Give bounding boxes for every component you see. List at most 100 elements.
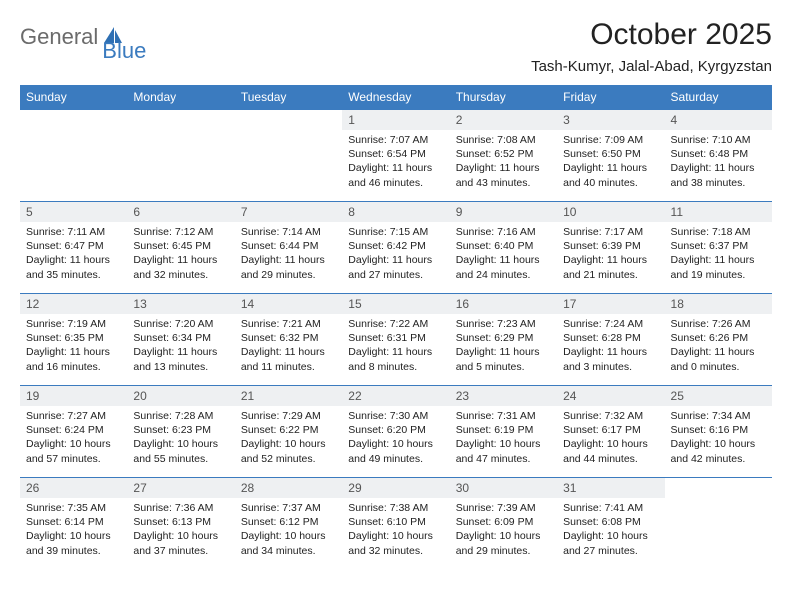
calendar-cell: 3Sunrise: 7:09 AMSunset: 6:50 PMDaylight…: [557, 110, 664, 202]
calendar-cell: 7Sunrise: 7:14 AMSunset: 6:44 PMDaylight…: [235, 202, 342, 294]
calendar-cell: 21Sunrise: 7:29 AMSunset: 6:22 PMDayligh…: [235, 386, 342, 478]
sunrise-line: Sunrise: 7:34 AM: [671, 409, 766, 423]
day-details: Sunrise: 7:24 AMSunset: 6:28 PMDaylight:…: [557, 314, 664, 378]
sunrise-line: Sunrise: 7:14 AM: [241, 225, 336, 239]
sunset-line: Sunset: 6:24 PM: [26, 423, 121, 437]
weekday-header: Thursday: [450, 85, 557, 110]
daylight-line: Daylight: 10 hours and 47 minutes.: [456, 437, 551, 465]
daylight-line: Daylight: 10 hours and 52 minutes.: [241, 437, 336, 465]
day-number: 17: [557, 294, 664, 314]
day-details: Sunrise: 7:30 AMSunset: 6:20 PMDaylight:…: [342, 406, 449, 470]
daylight-line: Daylight: 11 hours and 32 minutes.: [133, 253, 228, 281]
daylight-line: Daylight: 11 hours and 40 minutes.: [563, 161, 658, 189]
day-number: [20, 110, 127, 116]
daylight-line: Daylight: 11 hours and 0 minutes.: [671, 345, 766, 373]
calendar-cell: 8Sunrise: 7:15 AMSunset: 6:42 PMDaylight…: [342, 202, 449, 294]
day-number: 23: [450, 386, 557, 406]
daylight-line: Daylight: 11 hours and 46 minutes.: [348, 161, 443, 189]
sunrise-line: Sunrise: 7:19 AM: [26, 317, 121, 331]
daylight-line: Daylight: 11 hours and 3 minutes.: [563, 345, 658, 373]
calendar-cell: 9Sunrise: 7:16 AMSunset: 6:40 PMDaylight…: [450, 202, 557, 294]
calendar-cell: 15Sunrise: 7:22 AMSunset: 6:31 PMDayligh…: [342, 294, 449, 386]
calendar-cell: 10Sunrise: 7:17 AMSunset: 6:39 PMDayligh…: [557, 202, 664, 294]
sunset-line: Sunset: 6:22 PM: [241, 423, 336, 437]
sunrise-line: Sunrise: 7:36 AM: [133, 501, 228, 515]
day-details: Sunrise: 7:28 AMSunset: 6:23 PMDaylight:…: [127, 406, 234, 470]
day-details: Sunrise: 7:29 AMSunset: 6:22 PMDaylight:…: [235, 406, 342, 470]
calendar-header-row: SundayMondayTuesdayWednesdayThursdayFrid…: [20, 85, 772, 110]
sunrise-line: Sunrise: 7:28 AM: [133, 409, 228, 423]
calendar-cell: 30Sunrise: 7:39 AMSunset: 6:09 PMDayligh…: [450, 478, 557, 570]
sunrise-line: Sunrise: 7:15 AM: [348, 225, 443, 239]
day-number: [235, 110, 342, 116]
sunset-line: Sunset: 6:16 PM: [671, 423, 766, 437]
day-number: 28: [235, 478, 342, 498]
calendar-cell: 25Sunrise: 7:34 AMSunset: 6:16 PMDayligh…: [665, 386, 772, 478]
daylight-line: Daylight: 10 hours and 49 minutes.: [348, 437, 443, 465]
day-number: 1: [342, 110, 449, 130]
day-number: 2: [450, 110, 557, 130]
sunrise-line: Sunrise: 7:10 AM: [671, 133, 766, 147]
day-number: 24: [557, 386, 664, 406]
day-number: 16: [450, 294, 557, 314]
sunrise-line: Sunrise: 7:24 AM: [563, 317, 658, 331]
calendar-cell: 5Sunrise: 7:11 AMSunset: 6:47 PMDaylight…: [20, 202, 127, 294]
logo: General Blue: [20, 18, 170, 50]
day-number: 18: [665, 294, 772, 314]
daylight-line: Daylight: 10 hours and 55 minutes.: [133, 437, 228, 465]
daylight-line: Daylight: 11 hours and 35 minutes.: [26, 253, 121, 281]
weekday-header: Friday: [557, 85, 664, 110]
day-details: Sunrise: 7:12 AMSunset: 6:45 PMDaylight:…: [127, 222, 234, 286]
daylight-line: Daylight: 11 hours and 24 minutes.: [456, 253, 551, 281]
calendar-cell: 1Sunrise: 7:07 AMSunset: 6:54 PMDaylight…: [342, 110, 449, 202]
day-details: Sunrise: 7:32 AMSunset: 6:17 PMDaylight:…: [557, 406, 664, 470]
day-number: 31: [557, 478, 664, 498]
day-number: [665, 478, 772, 484]
daylight-line: Daylight: 11 hours and 43 minutes.: [456, 161, 551, 189]
sunrise-line: Sunrise: 7:31 AM: [456, 409, 551, 423]
weekday-header: Saturday: [665, 85, 772, 110]
daylight-line: Daylight: 11 hours and 29 minutes.: [241, 253, 336, 281]
sunrise-line: Sunrise: 7:20 AM: [133, 317, 228, 331]
weekday-header: Sunday: [20, 85, 127, 110]
sunset-line: Sunset: 6:39 PM: [563, 239, 658, 253]
daylight-line: Daylight: 11 hours and 16 minutes.: [26, 345, 121, 373]
calendar-cell: 28Sunrise: 7:37 AMSunset: 6:12 PMDayligh…: [235, 478, 342, 570]
title-block: October 2025 Tash-Kumyr, Jalal-Abad, Kyr…: [531, 18, 772, 75]
sunset-line: Sunset: 6:35 PM: [26, 331, 121, 345]
calendar-cell: 14Sunrise: 7:21 AMSunset: 6:32 PMDayligh…: [235, 294, 342, 386]
calendar-cell: 12Sunrise: 7:19 AMSunset: 6:35 PMDayligh…: [20, 294, 127, 386]
sunset-line: Sunset: 6:40 PM: [456, 239, 551, 253]
day-details: Sunrise: 7:19 AMSunset: 6:35 PMDaylight:…: [20, 314, 127, 378]
sunset-line: Sunset: 6:29 PM: [456, 331, 551, 345]
day-number: [127, 110, 234, 116]
day-details: Sunrise: 7:23 AMSunset: 6:29 PMDaylight:…: [450, 314, 557, 378]
day-details: Sunrise: 7:36 AMSunset: 6:13 PMDaylight:…: [127, 498, 234, 562]
daylight-line: Daylight: 11 hours and 38 minutes.: [671, 161, 766, 189]
sunset-line: Sunset: 6:10 PM: [348, 515, 443, 529]
calendar-cell: [235, 110, 342, 202]
day-details: Sunrise: 7:17 AMSunset: 6:39 PMDaylight:…: [557, 222, 664, 286]
sunset-line: Sunset: 6:37 PM: [671, 239, 766, 253]
calendar-cell: 23Sunrise: 7:31 AMSunset: 6:19 PMDayligh…: [450, 386, 557, 478]
sunset-line: Sunset: 6:47 PM: [26, 239, 121, 253]
day-number: 13: [127, 294, 234, 314]
sunset-line: Sunset: 6:42 PM: [348, 239, 443, 253]
sunrise-line: Sunrise: 7:08 AM: [456, 133, 551, 147]
calendar-cell: 17Sunrise: 7:24 AMSunset: 6:28 PMDayligh…: [557, 294, 664, 386]
day-number: 12: [20, 294, 127, 314]
sunset-line: Sunset: 6:12 PM: [241, 515, 336, 529]
logo-word-2: Blue: [102, 38, 146, 64]
day-details: Sunrise: 7:26 AMSunset: 6:26 PMDaylight:…: [665, 314, 772, 378]
day-number: 5: [20, 202, 127, 222]
sunset-line: Sunset: 6:54 PM: [348, 147, 443, 161]
day-number: 10: [557, 202, 664, 222]
calendar-cell: [665, 478, 772, 570]
daylight-line: Daylight: 10 hours and 39 minutes.: [26, 529, 121, 557]
calendar-table: SundayMondayTuesdayWednesdayThursdayFrid…: [20, 85, 772, 570]
day-details: Sunrise: 7:07 AMSunset: 6:54 PMDaylight:…: [342, 130, 449, 194]
sunset-line: Sunset: 6:17 PM: [563, 423, 658, 437]
calendar-week-row: 19Sunrise: 7:27 AMSunset: 6:24 PMDayligh…: [20, 386, 772, 478]
day-number: 27: [127, 478, 234, 498]
day-number: 8: [342, 202, 449, 222]
